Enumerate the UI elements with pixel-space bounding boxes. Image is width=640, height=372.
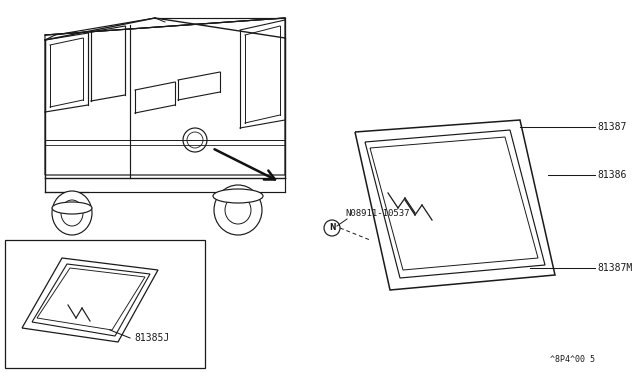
Ellipse shape [213, 189, 263, 203]
Bar [5, 240, 205, 368]
Text: 81387M: 81387M [597, 263, 632, 273]
Text: N08911-10537: N08911-10537 [345, 209, 410, 218]
Text: ^8P4^00 5: ^8P4^00 5 [550, 356, 595, 365]
Ellipse shape [52, 191, 92, 235]
Ellipse shape [52, 202, 92, 214]
Text: 81385J: 81385J [134, 333, 169, 343]
Text: N: N [329, 224, 335, 232]
Text: 81386: 81386 [597, 170, 627, 180]
Ellipse shape [214, 185, 262, 235]
Ellipse shape [61, 200, 83, 226]
Text: 81387: 81387 [597, 122, 627, 132]
Ellipse shape [225, 196, 251, 224]
